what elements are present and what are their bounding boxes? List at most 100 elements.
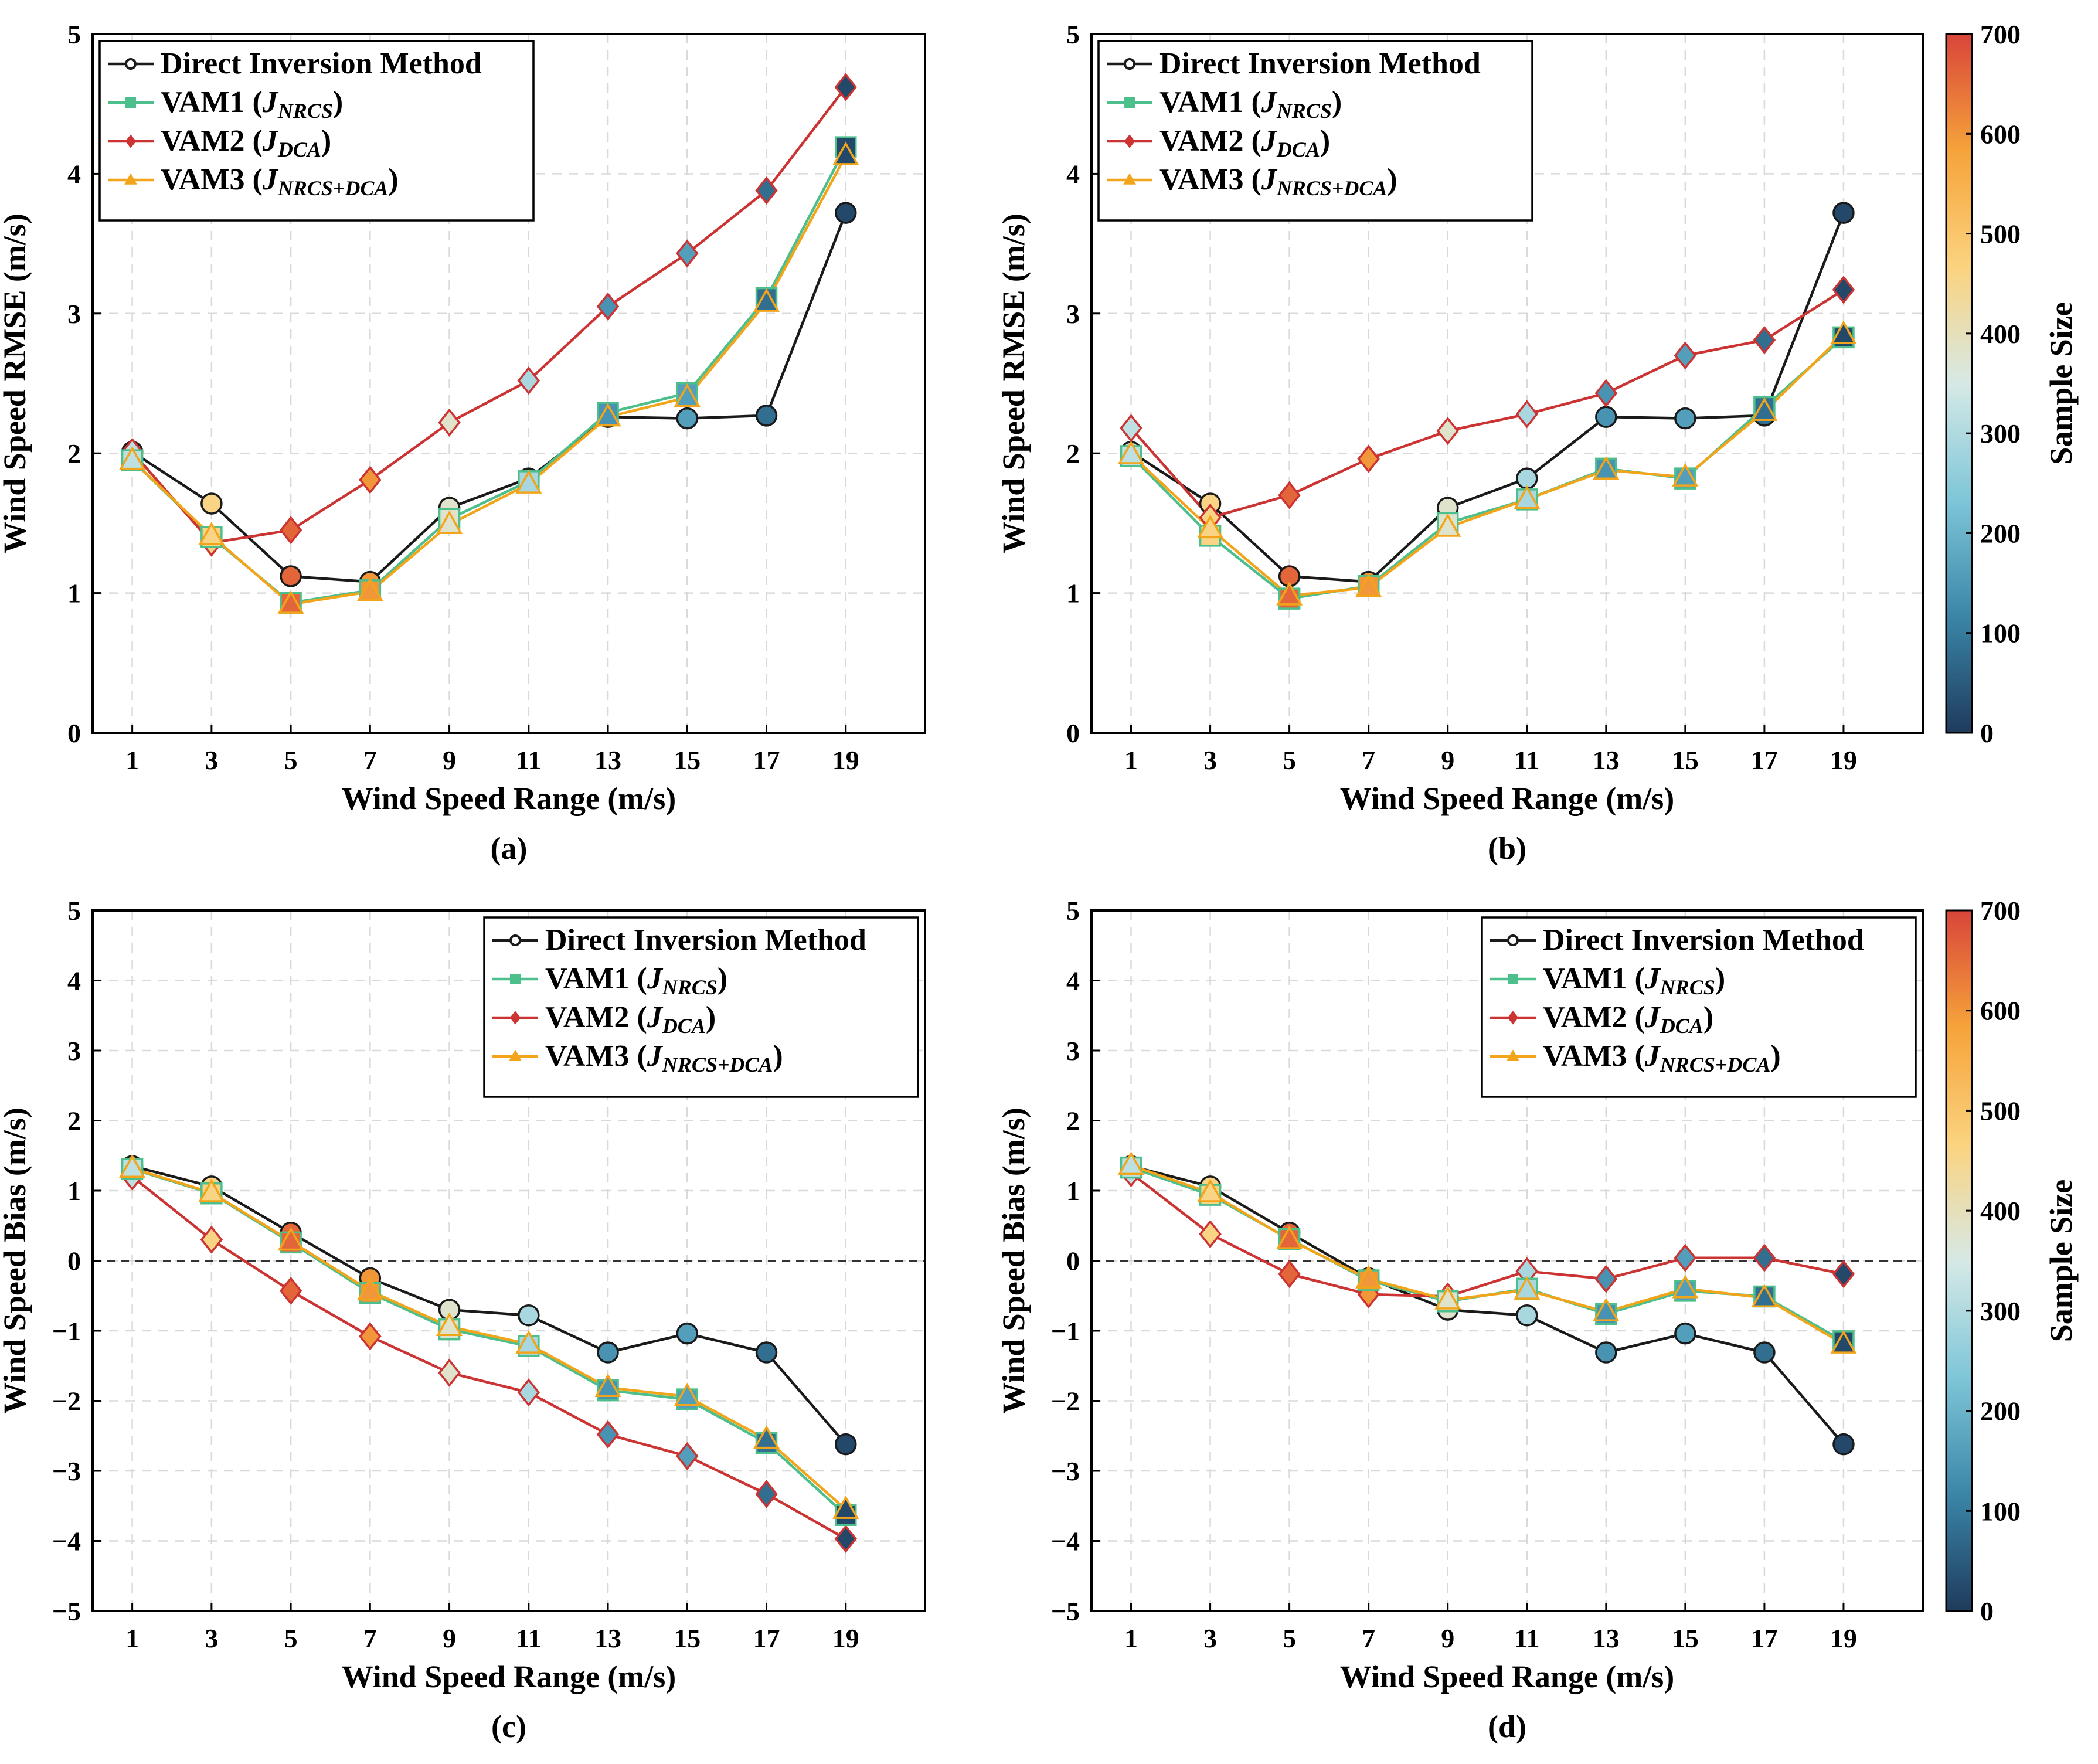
data-point-vam3 xyxy=(1514,1276,1541,1300)
data-point-vam2 xyxy=(1515,400,1539,429)
legend-subscript: DCA xyxy=(1276,138,1320,161)
legend-series-name: VAM3 xyxy=(545,1039,629,1073)
series-line-vam2 xyxy=(1130,288,1845,519)
data-point-vam3 xyxy=(753,288,780,312)
legend: Direct Inversion Method VAM1 (JNRCS)VAM2 … xyxy=(1481,916,1917,1098)
data-point-vam3 xyxy=(832,141,859,165)
legend-marker-vam2 xyxy=(509,1011,521,1025)
x-tick-label: 7 xyxy=(1362,745,1375,775)
legend-series-name: VAM3 xyxy=(1159,163,1243,196)
y-tick-label: −2 xyxy=(52,1386,81,1416)
data-point-direct xyxy=(1832,1433,1855,1456)
legend-marker-vam2 xyxy=(1507,1011,1519,1025)
data-point-vam2 xyxy=(1278,481,1301,509)
x-tick-label: 7 xyxy=(363,745,377,775)
data-point-vam2 xyxy=(1278,1260,1301,1289)
y-tick-label: 3 xyxy=(1066,299,1080,329)
colorbar-tick-label: 100 xyxy=(1980,618,2021,648)
data-point-vam2 xyxy=(359,1322,382,1351)
colorbar-tick-label: 400 xyxy=(1980,319,2021,349)
series-line-vam3 xyxy=(131,155,847,606)
legend-series-name: VAM1 xyxy=(1159,86,1243,119)
data-point-vam2 xyxy=(1753,1243,1776,1272)
data-point-direct xyxy=(1595,406,1617,428)
x-tick-label: 17 xyxy=(1751,745,1778,775)
panel-label: (c) xyxy=(491,1709,526,1744)
data-point-vam2 xyxy=(359,465,382,494)
data-point-direct xyxy=(1753,1341,1776,1364)
y-tick-label: −4 xyxy=(52,1527,81,1556)
y-tick-label: 5 xyxy=(67,19,81,49)
colorbar-tick-label: 600 xyxy=(1980,119,2021,149)
series-line-vam2 xyxy=(131,86,847,545)
legend-series-name: VAM3 xyxy=(161,163,244,196)
data-point-vam3 xyxy=(1117,440,1145,464)
colorbar-tick-label: 500 xyxy=(1980,219,2021,249)
data-point-vam2 xyxy=(1594,379,1618,407)
colorbar-tick-label: 700 xyxy=(1980,19,2021,49)
data-point-vam2 xyxy=(200,1225,223,1254)
legend-subscript: NRCS+DCA xyxy=(1660,1053,1771,1076)
x-ticks: 1 3 5 7 9 11 13 15 17 19 xyxy=(125,1603,859,1653)
colorbar-tick-label: 600 xyxy=(1980,996,2021,1026)
x-tick-label: 19 xyxy=(832,1623,859,1653)
data-point-vam2 xyxy=(517,366,540,395)
data-point-direct xyxy=(755,405,778,427)
legend: Direct Inversion Method VAM1 (JNRCS)VAM2 … xyxy=(98,40,535,222)
legend-series-name: Direct Inversion Method xyxy=(545,923,866,957)
x-tick-label: 17 xyxy=(753,1623,780,1653)
data-point-vam2 xyxy=(834,1524,858,1553)
legend-marker-vam2 xyxy=(125,134,137,148)
legend-marker-direct xyxy=(1124,58,1135,70)
series-line-vam3 xyxy=(131,1167,847,1511)
x-tick-label: 13 xyxy=(1593,745,1620,775)
data-point-vam3 xyxy=(277,1227,304,1251)
legend-subscript: NRCS+DCA xyxy=(277,176,389,200)
x-tick-label: 19 xyxy=(1830,745,1857,775)
legend-subscript: NRCS xyxy=(277,99,333,123)
legend-label-vam3: VAM3 (JNRCS+DCA) xyxy=(545,1039,783,1076)
x-tick-label: 11 xyxy=(516,1623,541,1653)
colorbar-label: Sample Size xyxy=(2043,302,2079,465)
y-tick-label: 4 xyxy=(67,966,81,996)
data-point-vam3 xyxy=(1355,573,1382,597)
colorbar-gradient xyxy=(1945,909,1973,1612)
data-point-vam3 xyxy=(1751,1283,1778,1308)
y-tick-label: −1 xyxy=(52,1316,81,1346)
data-point-vam3 xyxy=(1434,1286,1461,1310)
x-tick-label: 9 xyxy=(443,1623,456,1653)
y-tick-label: −5 xyxy=(52,1596,81,1626)
data-point-vam3 xyxy=(1355,1265,1382,1289)
colorbar-tick-label: 200 xyxy=(1980,518,2021,548)
colorbar-tick-label: 400 xyxy=(1980,1196,2021,1226)
legend-marker-vam3 xyxy=(1507,1049,1519,1061)
y-tick-label: −3 xyxy=(52,1456,81,1486)
colorbar-tick-label: 0 xyxy=(1980,1596,1994,1626)
x-tick-label: 17 xyxy=(753,745,780,775)
series-line-vam2 xyxy=(131,1175,846,1540)
y-tick-label: 1 xyxy=(1066,1176,1080,1206)
legend-label-direct: Direct Inversion Method xyxy=(1159,47,1481,80)
legend-subscript: DCA xyxy=(277,138,321,161)
data-point-vam2 xyxy=(1357,444,1380,473)
series-line-direct xyxy=(1130,1165,1845,1446)
x-tick-label: 5 xyxy=(1283,1623,1296,1653)
data-point-direct xyxy=(1674,407,1696,430)
data-point-vam2 xyxy=(755,1480,778,1508)
y-tick-label: −2 xyxy=(1051,1386,1080,1416)
data-point-vam2 xyxy=(1594,1265,1618,1293)
legend-label-vam1: VAM1 (JNRCS) xyxy=(1159,86,1342,123)
data-point-direct xyxy=(1595,1341,1617,1364)
legend-marker-vam1 xyxy=(1508,974,1518,984)
data-point-direct xyxy=(1516,1304,1538,1327)
colorbar-tick-label: 700 xyxy=(1980,896,2021,926)
data-point-vam3 xyxy=(594,403,621,427)
x-tick-label: 15 xyxy=(674,1623,701,1653)
y-tick-label: 4 xyxy=(1066,159,1080,189)
legend: Direct Inversion Method VAM1 (JNRCS)VAM2 … xyxy=(1097,40,1533,222)
data-point-vam2 xyxy=(1199,1220,1222,1249)
legend-subscript: NRCS xyxy=(1276,99,1332,123)
markers-vam2 xyxy=(1120,276,1855,532)
